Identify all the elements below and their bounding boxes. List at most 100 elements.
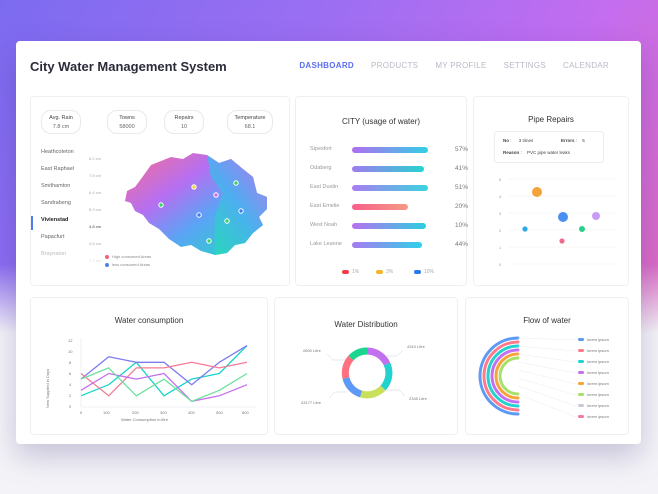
- y-tick: 6: [69, 371, 72, 376]
- usage-bar: [352, 223, 426, 229]
- x-tick: 100: [103, 410, 110, 415]
- nav-products[interactable]: PRODUCTS: [371, 61, 419, 70]
- x-tick: 200: [132, 410, 139, 415]
- dashboard-card: City Water Management System DASHBOARD P…: [16, 41, 641, 444]
- donut-segment: [380, 362, 393, 391]
- distribution-title: Water Distribution: [334, 320, 398, 329]
- flow-legend-label: lorem ipsum: [587, 392, 609, 397]
- flow-title: Flow of water: [523, 316, 571, 325]
- series-line-3: [80, 361, 248, 397]
- nav-calendar[interactable]: CALENDAR: [563, 61, 609, 70]
- donut-segment: [360, 385, 386, 399]
- city-row[interactable]: Sipesfort 57%: [310, 146, 468, 153]
- y-tick: 8: [69, 360, 72, 365]
- flow-arc: [498, 356, 520, 396]
- list-item[interactable]: Sandrabeng 8.9 cm: [41, 200, 101, 212]
- legend-item: 10%: [414, 269, 434, 275]
- y-tick: 0: [69, 404, 72, 409]
- map-marker: [224, 218, 230, 224]
- repair-bubble: [532, 187, 542, 197]
- consumption-line-chart: New Supplied in Days Water Consumption i…: [45, 338, 256, 422]
- x-tick: 400: [188, 410, 195, 415]
- donut-segment: [366, 347, 391, 366]
- nav-dashboard[interactable]: DASHBOARD: [299, 61, 355, 70]
- stat-avg-rain[interactable]: Avg. Rain 7.8 cm: [41, 110, 81, 134]
- city-row[interactable]: Lake Leanne 44%: [310, 241, 468, 248]
- stat-repairs[interactable]: Repairs 10: [164, 110, 204, 134]
- repair-bubble: [592, 212, 600, 220]
- app-title: City Water Management System: [30, 59, 227, 74]
- y-axis-label: New Supplied in Days: [45, 369, 50, 408]
- usage-bar: [352, 242, 422, 248]
- map-legend-high: High consumed Areas: [105, 254, 151, 259]
- nav-my-profile[interactable]: MY PROFILE: [435, 61, 487, 70]
- y-tick: 12: [68, 338, 73, 343]
- donut-segment: [341, 355, 354, 379]
- list-item[interactable]: Smithamton 6.4 cm: [41, 183, 101, 195]
- pipe-repairs-title: Pipe Repairs: [528, 115, 574, 124]
- y-tick: 2: [69, 393, 72, 398]
- repair-bubble: [579, 226, 585, 232]
- distribution-label: 33177 Litre: [301, 400, 322, 405]
- water-consumption-panel: Water consumption New Supplied in Days W…: [30, 297, 268, 435]
- y-tick: 0: [499, 262, 502, 267]
- y-tick: 3: [499, 211, 502, 216]
- rain-map-panel: Avg. Rain 7.8 cm Towns 58000 Repairs 10 …: [30, 96, 290, 286]
- map-marker: [191, 184, 197, 190]
- water-distribution-panel: Water Distribution 2800 Litre 4310 Litre…: [274, 297, 458, 435]
- flow-arc: [482, 340, 520, 412]
- flow-legend-label: lorem ipsum: [587, 359, 609, 364]
- map-marker: [213, 192, 219, 198]
- legend-item: 1%: [342, 269, 359, 275]
- top-nav: DASHBOARD PRODUCTS MY PROFILE SETTINGS C…: [299, 61, 609, 70]
- stat-temperature[interactable]: Temperature 68.1: [227, 110, 273, 134]
- city-usage-panel: CITY (usage of water) Sipesfort 57% Odabe…: [295, 96, 468, 286]
- list-item[interactable]: Papacfurt 4.5 cm: [41, 234, 101, 246]
- usage-bar: [352, 185, 428, 191]
- pipe-repairs-panel: Pipe Repairs No : 3 times Errors : 5 Rea…: [473, 96, 629, 286]
- x-tick: 0: [80, 410, 83, 415]
- list-item[interactable]: East Raphael 7.8 cm: [41, 166, 101, 178]
- consumption-title: Water consumption: [114, 316, 184, 325]
- stat-towns[interactable]: Towns 58000: [107, 110, 147, 134]
- usage-bar: [352, 166, 424, 172]
- distribution-donut: 2800 Litre 4310 Litre 33177 Litre 2345 L…: [301, 344, 428, 405]
- donut-segment: [348, 347, 368, 361]
- flow-legend-label: lorem ipsum: [587, 337, 609, 342]
- flow-legend-label: lorem ipsum: [587, 381, 609, 386]
- map-legend-less: less consumed Areas: [105, 262, 150, 267]
- map-marker: [233, 180, 239, 186]
- usage-bar: [352, 147, 428, 153]
- flow-arc: [486, 344, 520, 408]
- flow-legend-label: lorem ipsum: [587, 370, 609, 375]
- map-marker: [158, 202, 164, 208]
- usage-bar: [352, 204, 408, 210]
- city-row[interactable]: East Emelie 20%: [310, 203, 468, 210]
- flow-legend-label: lorem ipsum: [587, 414, 609, 419]
- flow-arc: [490, 348, 520, 404]
- flow-radial-chart: lorem ipsum lorem ipsum lorem ipsum lore…: [478, 336, 609, 419]
- y-tick: 4: [499, 194, 502, 199]
- city-row[interactable]: Odaberg 41%: [310, 165, 468, 172]
- map-marker: [238, 208, 244, 214]
- flow-legend-label: lorem ipsum: [587, 403, 609, 408]
- x-tick: 600: [242, 410, 249, 415]
- x-axis-label: Water Consumption in litre: [121, 417, 169, 422]
- repair-bubble: [558, 212, 568, 222]
- list-item-active[interactable]: Vivienstad 4.8 cm: [31, 216, 101, 234]
- nav-settings[interactable]: SETTINGS: [503, 61, 547, 70]
- flow-legend-label: lorem ipsum: [587, 348, 609, 353]
- city-row[interactable]: East Dustin 51%: [310, 184, 468, 191]
- region-map: [125, 153, 267, 255]
- repair-bubble: [522, 226, 528, 232]
- donut-segment: [342, 376, 363, 398]
- y-tick: 10: [68, 349, 73, 354]
- x-tick: 500: [216, 410, 223, 415]
- list-item[interactable]: Heathcoteton 6.2 cm: [41, 149, 101, 161]
- y-ticks: 12 10 8 6 4 2 0: [68, 338, 73, 409]
- flow-of-water-panel: Flow of water: [465, 297, 629, 435]
- list-item[interactable]: Braynaton 7.2 cm: [41, 251, 101, 263]
- y-tick: 2: [499, 228, 502, 233]
- city-usage-title: CITY (usage of water): [341, 117, 421, 126]
- city-row[interactable]: West Noah 10%: [310, 222, 468, 229]
